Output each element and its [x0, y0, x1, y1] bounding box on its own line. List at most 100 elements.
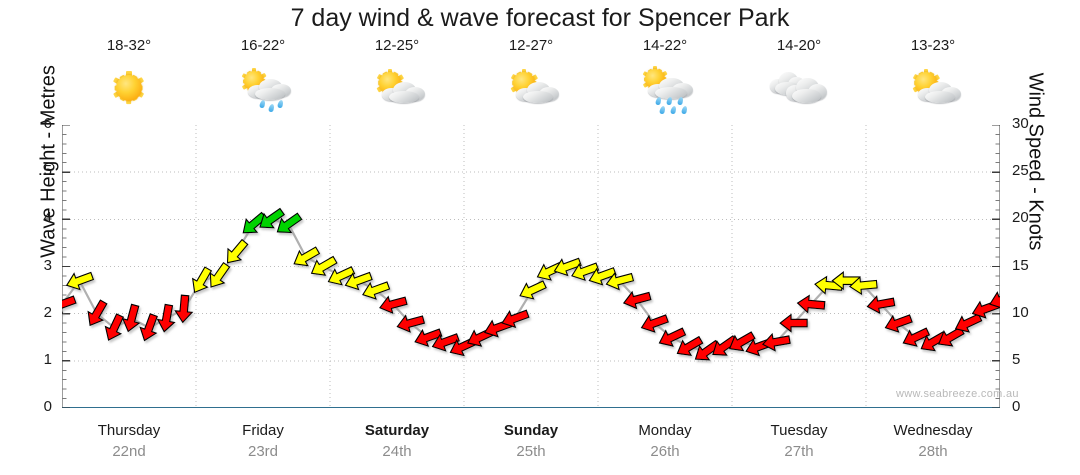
day-header: 13-23° [866, 36, 1000, 124]
weather-icon-holder [196, 56, 330, 120]
wind-arrow [694, 339, 721, 361]
rain-drop [654, 96, 663, 106]
wind-arrow [191, 266, 213, 294]
right-tick-label: 25 [1012, 162, 1029, 180]
rain-drop [680, 105, 689, 115]
day-name: Thursday [97, 422, 161, 439]
site-watermark: www.seabreeze.com.au [896, 388, 1019, 400]
wind-arrow [588, 267, 617, 286]
wind-arrow-series [62, 125, 1000, 408]
wind-arrow [622, 290, 652, 310]
day-header: 14-20° [732, 36, 866, 124]
weather-icon-holder [866, 56, 1000, 120]
day-date: 23rd [247, 443, 279, 460]
wind-arrow [139, 313, 158, 342]
day-header: 14-22° [598, 36, 732, 124]
temperature-range: 14-22° [642, 37, 688, 54]
left-tick-label: 5 [43, 162, 52, 180]
right-tick-label: 10 [1012, 303, 1029, 321]
weather-icon-partly-cloudy [500, 59, 562, 117]
day-date: 27th [784, 443, 814, 460]
cloud-front [786, 75, 827, 105]
wind-arrow [762, 332, 791, 352]
wind-arrow [414, 328, 443, 347]
day-name: Friday [242, 422, 284, 439]
day-date: 25th [516, 443, 546, 460]
wind-arrow [501, 309, 530, 329]
day-footer: Friday 23rd [196, 420, 330, 468]
wind-arrow [121, 303, 141, 333]
cloud-front [248, 76, 291, 101]
temperature-range: 18-32° [106, 37, 152, 54]
day-footer: Thursday 22nd [62, 420, 196, 468]
wind-arrow [796, 294, 826, 314]
wind-arrow [553, 257, 582, 277]
wind-arrow [676, 335, 704, 357]
day-header: 16-22° [196, 36, 330, 124]
weather-icon-holder [732, 56, 866, 120]
day-name: Monday [638, 422, 692, 439]
weather-icon-partly-cloudy-rain-heavy [634, 59, 696, 117]
wind-arrow [866, 295, 896, 315]
wind-arrow [65, 271, 95, 291]
rain-drop [258, 99, 267, 109]
cloud-front [918, 79, 961, 105]
rain-drop [658, 105, 667, 115]
rain-drop [676, 96, 685, 106]
wind-arrow [174, 294, 194, 324]
wind-arrow [571, 262, 600, 281]
right-tick-label: 0 [1012, 398, 1021, 415]
day-date: 26th [650, 443, 680, 460]
weather-icon-holder [598, 56, 732, 120]
page-title: 7 day wind & wave forecast for Spencer P… [290, 4, 790, 32]
wind-arrow [327, 266, 356, 286]
left-tick-label: 1 [43, 350, 52, 368]
weather-icon-partly-cloudy [366, 59, 428, 117]
wind-arrow [431, 333, 460, 352]
temperature-range: 14-20° [776, 37, 822, 54]
left-tick-label: 3 [43, 256, 52, 274]
temperature-range: 12-27° [508, 37, 554, 54]
temperature-range: 16-22° [240, 37, 286, 54]
day-name: Tuesday [770, 422, 828, 439]
cloud-front [382, 79, 425, 105]
weather-icon-holder [464, 56, 598, 120]
weather-icon-holder [62, 56, 196, 120]
wind-arrow [605, 271, 635, 291]
day-date: 28th [918, 443, 948, 460]
wind-arrow [310, 255, 338, 276]
chart-plot-area [62, 125, 1000, 408]
left-tick-label: 0 [43, 398, 52, 415]
right-tick-label: 20 [1012, 209, 1029, 227]
rain-drop [276, 99, 285, 109]
wind-arrow [362, 281, 391, 300]
wind-arrow [640, 314, 669, 333]
wind-arrow [396, 314, 426, 333]
wind-arrow [902, 327, 931, 347]
day-footer: Saturday 24th [330, 420, 464, 468]
weather-icon-holder [330, 56, 464, 120]
day-name: Wednesday [893, 422, 973, 439]
wind-arrow [920, 331, 948, 352]
day-footer: Wednesday 28th [866, 420, 1000, 468]
rain-drop [669, 105, 678, 115]
wind-arrow [379, 295, 408, 315]
wind-arrow [226, 238, 249, 264]
wind-arrow [658, 327, 687, 347]
day-name: Sunday [503, 422, 559, 439]
wind-arrow [104, 313, 125, 341]
weather-icon-sunny [98, 59, 160, 117]
rain-drop [267, 103, 276, 113]
wind-arrow [779, 313, 808, 333]
wind-arrow [848, 275, 878, 296]
left-tick-label: 6 [43, 115, 52, 132]
day-name: Saturday [364, 422, 430, 439]
temperature-range: 13-23° [910, 37, 956, 54]
weather-icon-partly-cloudy [902, 59, 964, 117]
wind-arrow [989, 290, 1000, 310]
wind-arrow [831, 271, 860, 291]
day-header: 18-32° [62, 36, 196, 124]
weather-icon-cloudy [768, 59, 830, 117]
wind-arrow [276, 212, 303, 234]
